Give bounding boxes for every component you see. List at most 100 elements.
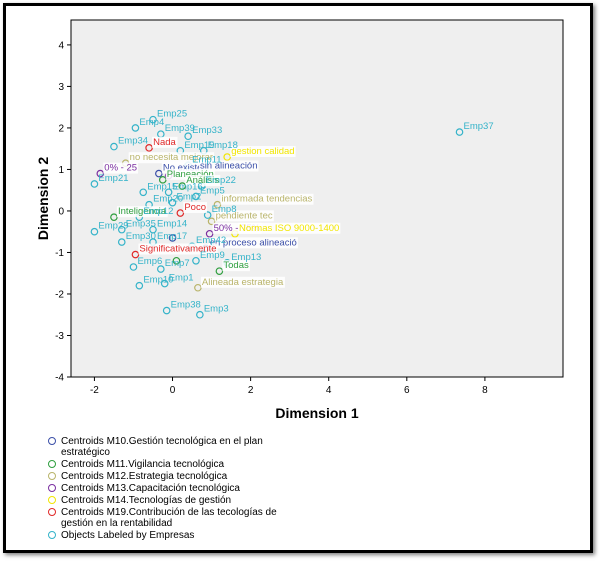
centroid-label: no necesita mejorar bbox=[130, 152, 213, 163]
label-background bbox=[183, 202, 207, 214]
axes: -2 0 2 4 6 8 -4 -3 -2 -1 0 1 2 3 4 bbox=[55, 40, 488, 396]
y-tick-label: -2 bbox=[55, 289, 64, 300]
object-label: Emp9 bbox=[200, 250, 225, 261]
data-point bbox=[160, 279, 169, 288]
centroid-label: Análisis bbox=[186, 175, 219, 186]
object-label: Emp30 bbox=[126, 231, 156, 242]
object-label: Emp38 bbox=[171, 300, 201, 311]
object-label: Emp34 bbox=[118, 136, 148, 147]
data-point bbox=[129, 263, 138, 271]
object-label: Emp2 bbox=[177, 192, 202, 203]
legend-marker-icon bbox=[48, 508, 56, 516]
legend-marker-icon bbox=[48, 531, 56, 539]
object-label: Emp10 bbox=[143, 275, 173, 286]
data-point bbox=[203, 211, 212, 219]
label-background bbox=[222, 260, 250, 272]
object-label: Emp8 bbox=[212, 204, 237, 215]
x-tick-label: 6 bbox=[404, 385, 410, 396]
plot-area bbox=[70, 19, 564, 378]
object-label: Emp7 bbox=[165, 258, 190, 269]
object-label: Emp20 bbox=[153, 194, 183, 205]
legend-item: Centroids M11.Vigilancia tecnológica bbox=[48, 459, 288, 470]
data-point bbox=[172, 256, 181, 265]
data-point bbox=[192, 192, 200, 201]
label-background bbox=[116, 206, 168, 218]
centroid-label: Alineada estrategia bbox=[202, 277, 284, 288]
data-point bbox=[139, 188, 148, 197]
object-label: Emp4 bbox=[139, 117, 164, 128]
label-background bbox=[161, 162, 204, 174]
object-label: Emp39 bbox=[165, 123, 195, 134]
data-point bbox=[164, 188, 173, 197]
label-background bbox=[208, 237, 298, 249]
y-tick-label: 4 bbox=[58, 40, 64, 51]
centroid-label: Significativamente bbox=[139, 244, 216, 255]
data-point bbox=[149, 115, 157, 124]
legend-item: Centroids M12.Estrategia tecnológica bbox=[48, 471, 288, 482]
legend-marker-icon bbox=[48, 437, 56, 445]
legend: Centroids M10.Gestión tecnológica en el … bbox=[48, 436, 288, 542]
y-tick-label: 2 bbox=[58, 123, 64, 134]
label-background bbox=[103, 162, 139, 174]
object-label: Emp16 bbox=[173, 181, 203, 192]
label-background bbox=[152, 136, 178, 148]
object-label: Emp3 bbox=[204, 304, 229, 315]
object-label: Emp17 bbox=[157, 231, 187, 242]
y-tick-label: -4 bbox=[55, 373, 64, 384]
y-tick-label: 3 bbox=[58, 82, 64, 93]
legend-label: Centroids M12.Estrategia tecnológica bbox=[61, 471, 228, 482]
object-label: Emp37 bbox=[464, 121, 494, 132]
centroid-label: Normas ISO 9000-1400 bbox=[239, 223, 339, 234]
label-background bbox=[200, 276, 285, 288]
centroid-label: 0% - 25 bbox=[104, 163, 137, 174]
data-point bbox=[157, 265, 165, 273]
label-background bbox=[212, 222, 262, 234]
label-background bbox=[165, 168, 215, 180]
x-tick-label: 8 bbox=[482, 385, 488, 396]
y-tick-label: 1 bbox=[58, 165, 64, 176]
object-label: Emp29 bbox=[98, 221, 128, 232]
legend-label: Centroids M19.Contribución de las tecolo… bbox=[61, 507, 277, 529]
legend-label: Centroids M14.Tecnologías de gestión bbox=[61, 495, 232, 506]
centroid-label: en proceso alineació bbox=[210, 237, 297, 248]
centroid-label: gestion calidad bbox=[231, 146, 294, 157]
data-point bbox=[149, 225, 157, 234]
object-label: Emp25 bbox=[157, 109, 187, 120]
centroid-label: No existe bbox=[163, 163, 203, 174]
legend-item: Centroids M13.Capacitación tecnológica bbox=[48, 483, 288, 494]
label-background bbox=[238, 222, 341, 234]
y-tick-label: -3 bbox=[55, 331, 64, 342]
legend-marker-icon bbox=[48, 484, 56, 492]
object-label: Emp42 bbox=[196, 235, 226, 246]
data-point bbox=[117, 225, 126, 234]
legend-item: Objects Labeled by Empresas bbox=[48, 530, 288, 541]
y-tick-label: 0 bbox=[58, 206, 64, 217]
data-point bbox=[192, 256, 200, 265]
x-tick-label: -2 bbox=[90, 385, 99, 396]
data-point bbox=[90, 227, 99, 236]
centroid-label: Planeación bbox=[167, 169, 214, 180]
legend-item: Centroids M19.Contribución de las tecolo… bbox=[48, 507, 288, 529]
data-point bbox=[168, 198, 177, 207]
centroid-label: Todas bbox=[223, 260, 249, 271]
x-tick-label: 2 bbox=[248, 385, 254, 396]
x-tick-label: 0 bbox=[170, 385, 176, 396]
object-label: Emp14 bbox=[157, 219, 187, 230]
label-background bbox=[138, 243, 218, 255]
object-label: Emp12 bbox=[143, 206, 173, 217]
object-label: Emp21 bbox=[98, 173, 128, 184]
data-point bbox=[162, 306, 171, 315]
x-tick-label: 4 bbox=[326, 385, 332, 396]
data-point bbox=[168, 234, 177, 242]
object-label: Emp11 bbox=[192, 154, 221, 165]
centroid-label: informada tendencias bbox=[221, 194, 312, 205]
object-label: Emp5 bbox=[200, 185, 225, 196]
centroid-label: 50% - 75% bbox=[214, 223, 261, 234]
object-label: Emp18 bbox=[208, 140, 238, 151]
legend-label: Objects Labeled by Empresas bbox=[61, 530, 195, 541]
centroid-label: Poco bbox=[184, 202, 206, 213]
label-background bbox=[214, 210, 274, 222]
object-label: Emp19 bbox=[184, 140, 214, 151]
legend-item: Centroids M10.Gestión tecnológica en el … bbox=[48, 436, 288, 458]
